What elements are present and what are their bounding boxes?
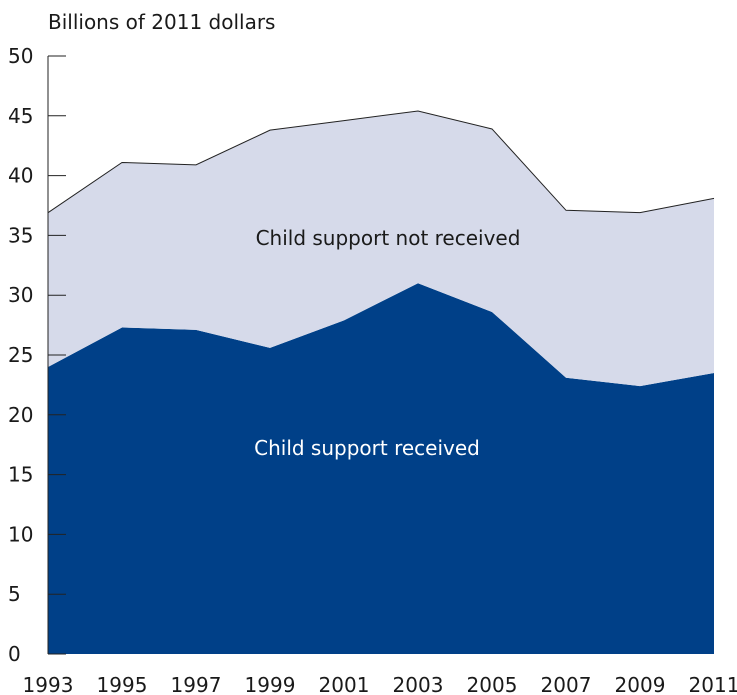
area-child-support-received bbox=[48, 283, 714, 654]
x-tick-label-1993: 1993 bbox=[23, 673, 74, 695]
series-label-received: Child support received bbox=[254, 436, 480, 460]
y-tick-label-10: 10 bbox=[8, 522, 33, 546]
y-tick-label-50: 50 bbox=[8, 44, 33, 68]
x-tick-label-1999: 1999 bbox=[245, 673, 296, 695]
y-axis-title: Billions of 2011 dollars bbox=[48, 10, 275, 34]
y-tick-label-5: 5 bbox=[8, 582, 21, 606]
y-tick-label-25: 25 bbox=[8, 343, 33, 367]
y-tick-label-45: 45 bbox=[8, 104, 33, 128]
x-tick-label-1997: 1997 bbox=[171, 673, 222, 695]
y-tick-label-40: 40 bbox=[8, 164, 33, 188]
x-tick-label-2003: 2003 bbox=[393, 673, 444, 695]
axes: 0 5 10 15 20 25 30 35 40 45 50 1993 1995 1997 1999 2001… bbox=[8, 44, 737, 695]
y-tick-label-30: 30 bbox=[8, 283, 33, 307]
labels: Child support received Child support not … bbox=[254, 226, 520, 460]
y-tick-label-20: 20 bbox=[8, 403, 33, 427]
series-label-not-received: Child support not received bbox=[256, 226, 521, 250]
y-tick-label-35: 35 bbox=[8, 223, 33, 247]
x-tick-label-2001: 2001 bbox=[319, 673, 370, 695]
y-tick-label-0: 0 bbox=[8, 642, 21, 666]
x-tick-label-1995: 1995 bbox=[97, 673, 148, 695]
area-child-support-not-received bbox=[48, 111, 714, 387]
x-tick-label-2009: 2009 bbox=[615, 673, 666, 695]
x-tick-label-2011: 2011 bbox=[689, 673, 737, 695]
y-tick-label-15: 15 bbox=[8, 463, 33, 487]
areas bbox=[47, 110, 715, 654]
x-tick-label-2005: 2005 bbox=[467, 673, 518, 695]
x-tick-label-2007: 2007 bbox=[541, 673, 592, 695]
total-outline bbox=[47, 110, 715, 214]
